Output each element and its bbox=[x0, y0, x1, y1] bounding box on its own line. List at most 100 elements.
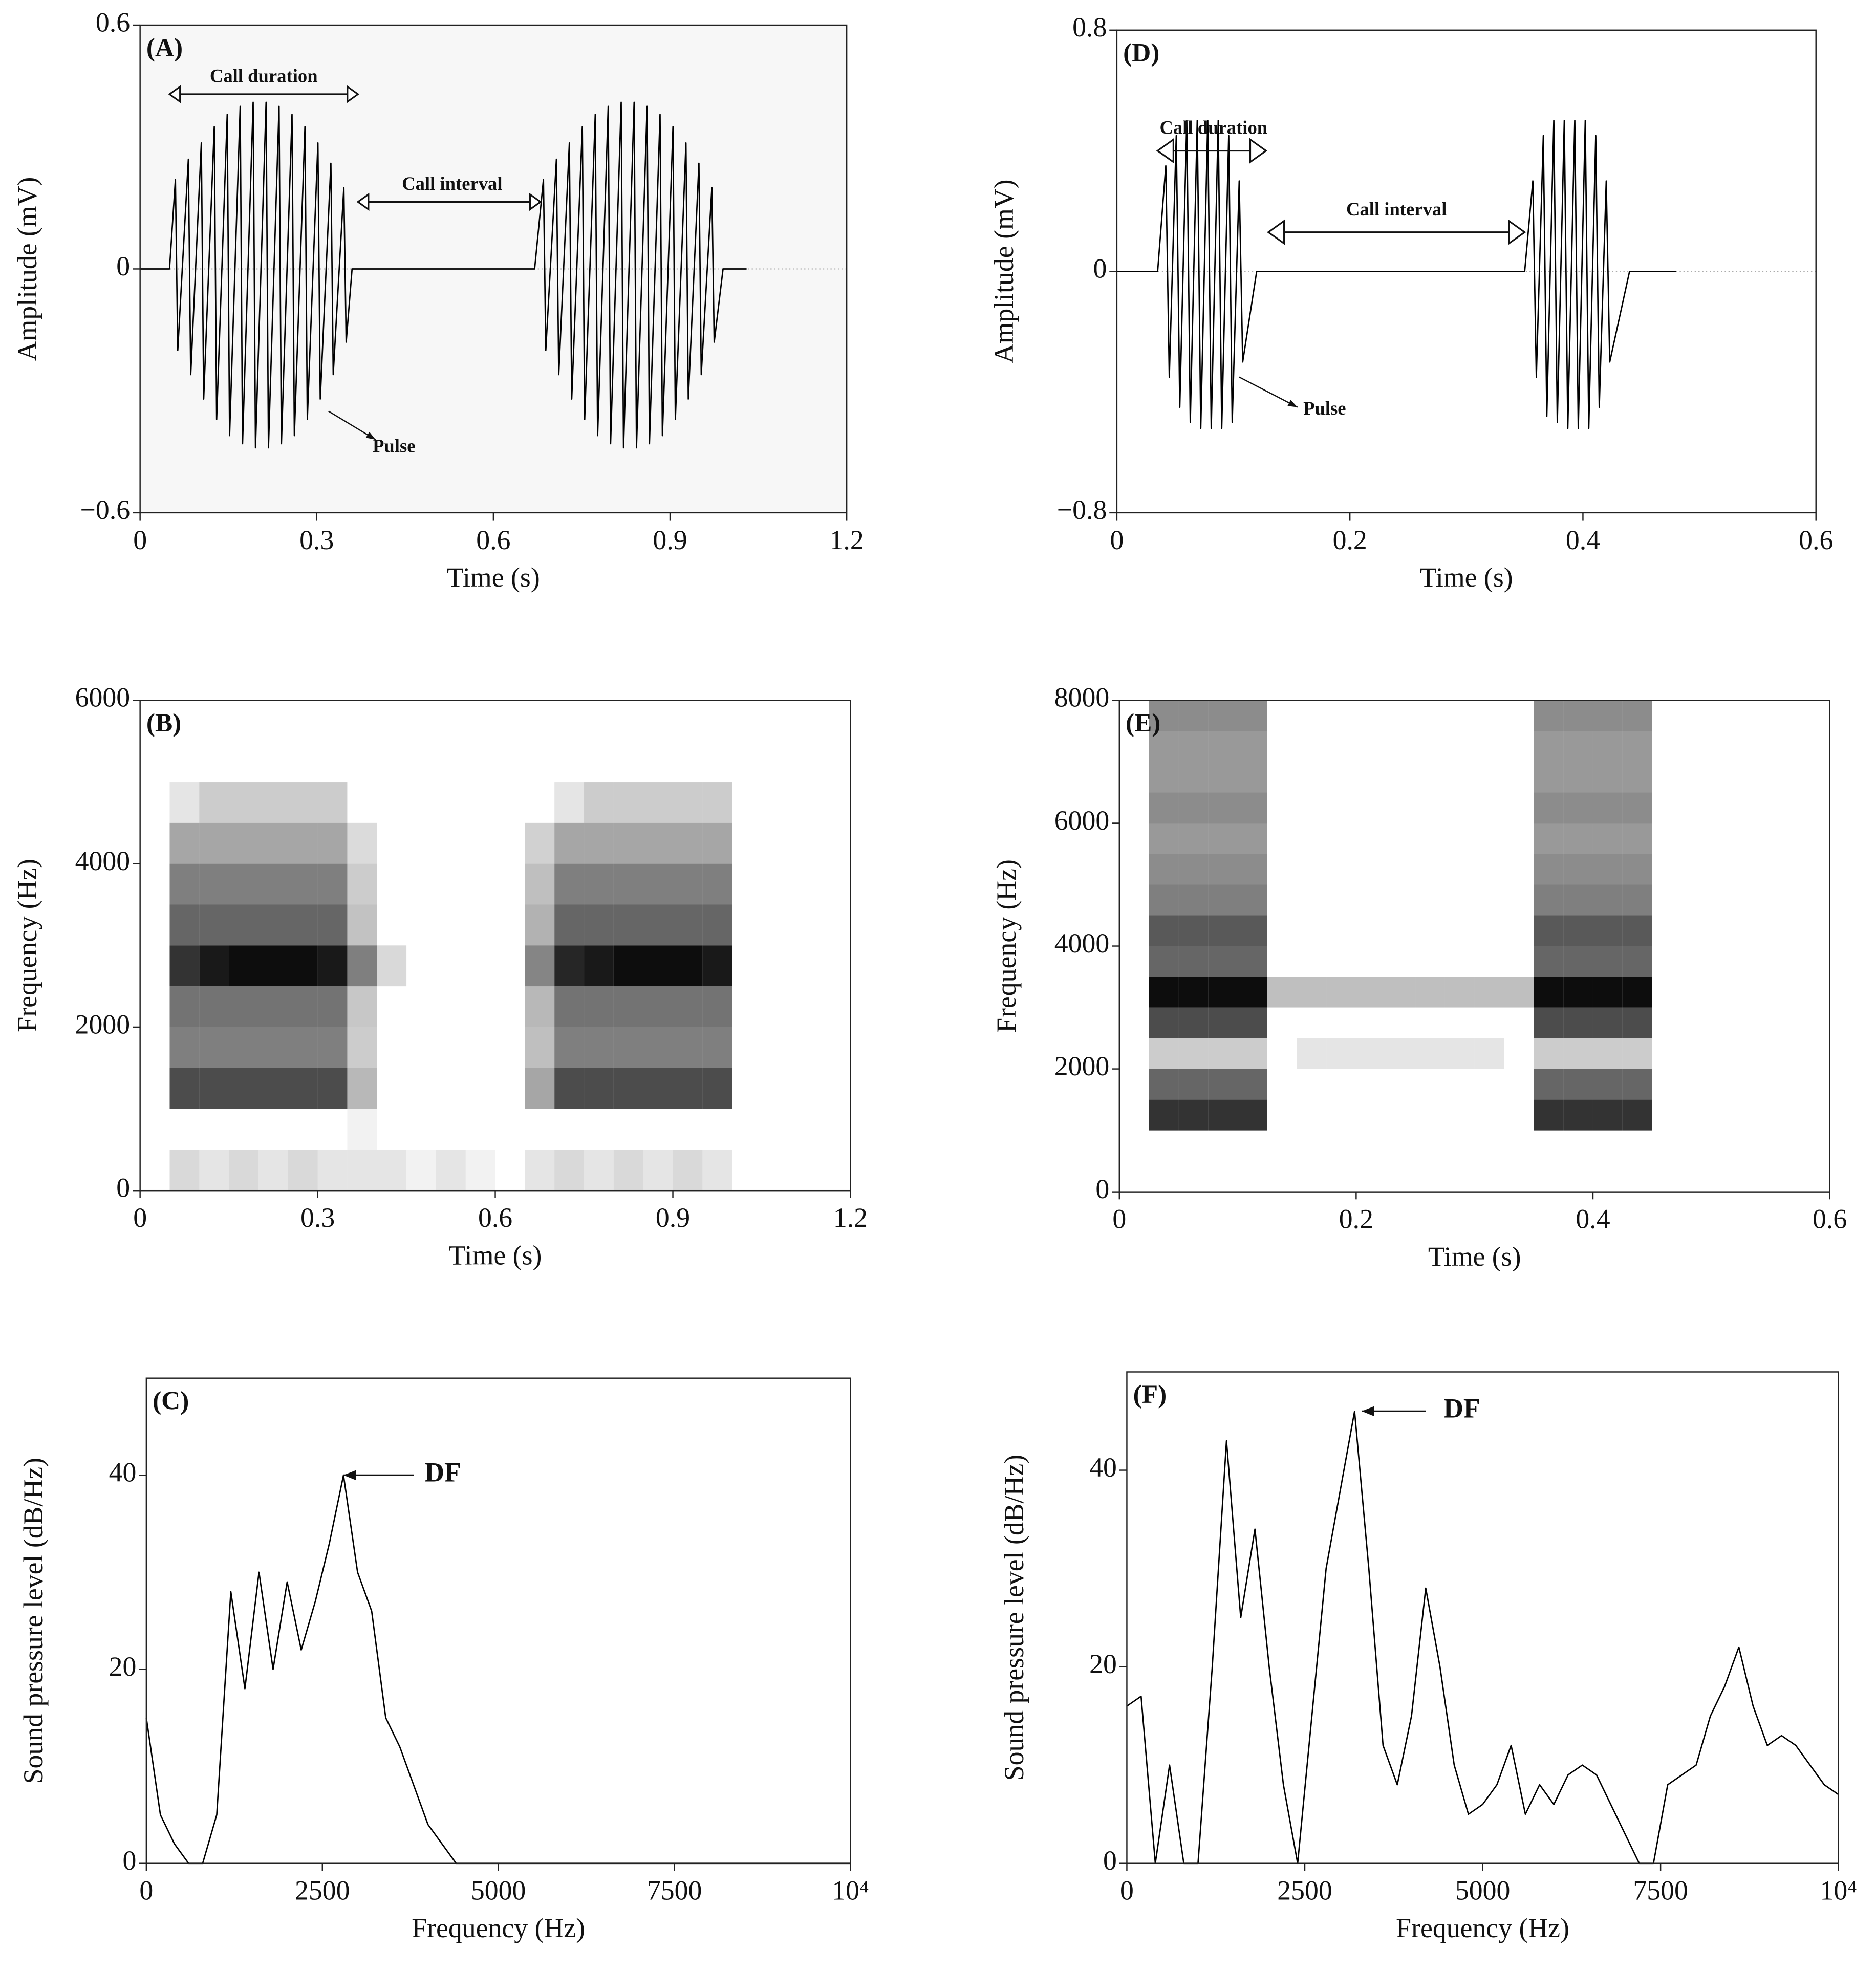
spectrogram-cell bbox=[673, 1150, 703, 1191]
spectrogram-cell bbox=[1475, 854, 1504, 884]
y-tick-label: 0 bbox=[1103, 1845, 1117, 1876]
y-tick-label: 4000 bbox=[1054, 928, 1109, 959]
spectrogram-cell bbox=[1149, 762, 1179, 793]
spectrogram-cell bbox=[1386, 1131, 1415, 1161]
x-tick-label: 1.2 bbox=[830, 525, 864, 555]
spectrogram-cell bbox=[584, 1109, 614, 1150]
spectrogram-cell bbox=[1534, 915, 1564, 946]
annotation: DF bbox=[424, 1457, 461, 1488]
spectrogram-cell bbox=[554, 945, 585, 987]
spectrogram-cell bbox=[1681, 854, 1711, 884]
spectrogram-cell bbox=[1652, 1131, 1682, 1161]
y-axis-label: Amplitude (mV) bbox=[988, 179, 1019, 363]
spectrogram-cell bbox=[1771, 1008, 1800, 1038]
spectrogram-cell bbox=[1800, 1038, 1830, 1069]
spectrogram-cell bbox=[1445, 916, 1475, 946]
spectrogram-cell bbox=[1534, 1038, 1564, 1069]
spectrogram-cell bbox=[258, 1150, 288, 1191]
spectrogram-cell bbox=[199, 782, 229, 823]
spectrogram-cell bbox=[1711, 1131, 1741, 1161]
spectrogram-cell bbox=[288, 700, 318, 741]
spectrogram-cell bbox=[140, 904, 170, 945]
spectrogram-cell bbox=[1681, 1131, 1711, 1161]
y-tick-label: −0.6 bbox=[80, 494, 131, 525]
spectrogram-cell bbox=[1800, 1100, 1830, 1131]
spectrogram-cell bbox=[1504, 1038, 1534, 1069]
spectrogram-cell bbox=[1208, 731, 1238, 762]
x-tick-label: 0.4 bbox=[1566, 525, 1600, 555]
spectrogram-cell bbox=[702, 1109, 732, 1150]
spectrogram-cell bbox=[229, 1150, 258, 1191]
spectrogram-cell bbox=[199, 904, 229, 946]
spectrogram-cell bbox=[1534, 1131, 1563, 1161]
spectrogram-cell bbox=[495, 904, 525, 945]
spectrogram-cell bbox=[1208, 792, 1238, 824]
y-tick-label: 40 bbox=[109, 1457, 137, 1488]
spectrogram-cell bbox=[466, 782, 495, 823]
x-tick-label: 0.6 bbox=[478, 1202, 512, 1233]
spectrogram-cell bbox=[643, 700, 673, 741]
spectrogram-cell bbox=[1267, 916, 1297, 946]
spectrogram-cell bbox=[1622, 762, 1652, 793]
spectrogram-cell bbox=[140, 741, 170, 782]
spectrogram-cell bbox=[643, 1150, 673, 1191]
spectrogram-cell bbox=[1652, 700, 1682, 731]
spectrogram-cell bbox=[1534, 731, 1564, 762]
spectrogram-cell bbox=[525, 1150, 555, 1191]
spectrogram-cell bbox=[1119, 885, 1149, 916]
spectrogram-cell bbox=[1623, 1131, 1652, 1161]
spectrogram-cell bbox=[1681, 1161, 1711, 1192]
spectrogram-cell bbox=[1445, 1131, 1475, 1161]
spectrogram-cell bbox=[1238, 823, 1267, 854]
spectrogram-cell bbox=[791, 1109, 821, 1150]
x-axis-label: Time (s) bbox=[1420, 562, 1513, 593]
spectrogram-cell bbox=[1504, 977, 1534, 1008]
spectrogram-cell bbox=[1622, 1069, 1652, 1100]
spectrogram-cell bbox=[1415, 977, 1445, 1008]
spectrogram-cell bbox=[525, 822, 555, 864]
spectrogram-cell bbox=[1297, 946, 1327, 977]
spectrogram-cell bbox=[1415, 1161, 1445, 1192]
spectrogram-cell bbox=[525, 700, 554, 741]
spectrogram-cell bbox=[1681, 946, 1711, 977]
spectrogram-cell bbox=[347, 1109, 377, 1150]
spectrogram-cell bbox=[1208, 1099, 1238, 1131]
panel-label: (B) bbox=[146, 708, 181, 738]
x-tick-label: 10⁴ bbox=[1820, 1875, 1857, 1906]
spectrogram-cell bbox=[554, 700, 584, 741]
spectrogram-cell bbox=[1652, 885, 1682, 916]
spectrogram-cell bbox=[140, 1109, 170, 1150]
spectrogram-cell bbox=[1208, 1007, 1238, 1038]
spectrogram-cell bbox=[1326, 977, 1356, 1008]
spectrogram-cell bbox=[1178, 1007, 1209, 1038]
spectrogram-cell bbox=[229, 863, 258, 905]
spectrogram-cell bbox=[1534, 1007, 1564, 1038]
x-tick-label: 0.9 bbox=[656, 1202, 690, 1233]
spectrogram-cell bbox=[791, 782, 821, 823]
spectrogram-cell bbox=[762, 1068, 791, 1109]
spectrogram-cell bbox=[1386, 762, 1415, 792]
spectrogram-cell bbox=[1800, 1131, 1830, 1161]
spectrogram-cell bbox=[1178, 1069, 1209, 1100]
spectrogram-cell bbox=[1356, 916, 1386, 946]
spectrogram-cell bbox=[377, 1027, 406, 1068]
spectrogram-cell bbox=[1415, 762, 1445, 792]
spectrogram-cell bbox=[1534, 854, 1564, 885]
spectrogram-cell bbox=[1711, 977, 1741, 1008]
spectrogram-cell bbox=[1386, 916, 1415, 946]
x-tick-label: 0.9 bbox=[653, 525, 687, 555]
spectrogram-cell bbox=[1386, 1100, 1415, 1131]
spectrogram-cell bbox=[1297, 1038, 1327, 1069]
spectrogram-cell bbox=[762, 864, 791, 905]
spectrogram-cell bbox=[1475, 700, 1504, 731]
x-tick-label: 0.2 bbox=[1339, 1204, 1373, 1234]
spectrogram-cell bbox=[1534, 977, 1564, 1008]
y-axis-label: Sound pressure level (dB/Hz) bbox=[999, 1455, 1029, 1781]
spectrogram-cell bbox=[1771, 1038, 1800, 1069]
spectrogram-cell bbox=[1327, 1131, 1356, 1161]
spectrogram-cell bbox=[1297, 1008, 1327, 1038]
spectrogram-cell bbox=[1771, 1069, 1800, 1100]
x-tick-label: 0.3 bbox=[300, 1202, 335, 1233]
spectrogram-cell bbox=[791, 904, 821, 945]
annotation: DF bbox=[1443, 1393, 1480, 1424]
